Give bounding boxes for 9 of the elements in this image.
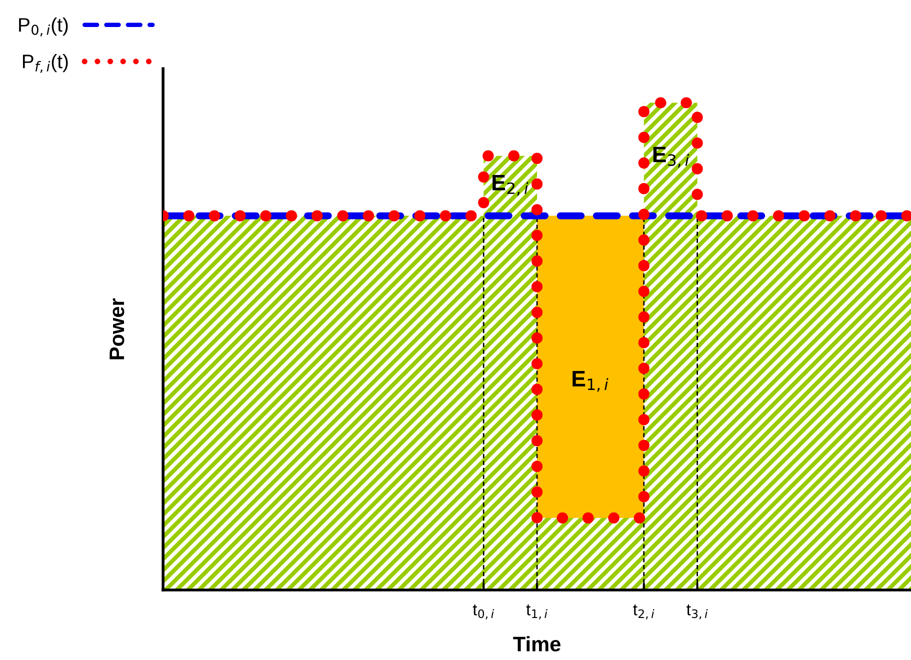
x-axis-title: Time (513, 636, 560, 652)
x-tick-label: t$_{2,i}$ (633, 604, 654, 620)
x-tick-label: t$_{0,i}$ (472, 604, 494, 620)
annotation: E$_{1,i}$ (572, 371, 608, 392)
x-tick-label: t$_{3,i}$ (686, 604, 708, 620)
legend-label: P$_{f,i}$(t) (22, 54, 68, 73)
legend-label: P$_{0,i}$(t) (19, 18, 68, 36)
y-axis-title: Power (110, 298, 124, 360)
x-tick-label: t$_{1,i}$ (526, 604, 548, 620)
